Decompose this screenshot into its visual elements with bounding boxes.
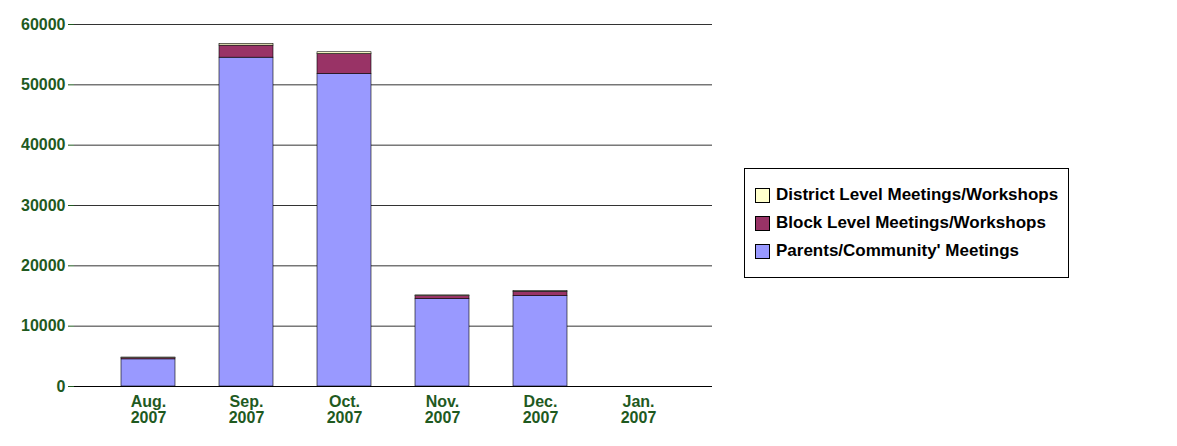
svg-text:30000: 30000 xyxy=(21,197,66,214)
html-text:Parents/Community' Meetings: Parents/Community' Meetings xyxy=(776,241,1019,260)
html-text:District Level Meetings/Worksh: District Level Meetings/Workshops xyxy=(776,185,1059,204)
svg-text:Aug.2007: Aug.2007 xyxy=(131,393,167,426)
svg-text:Nov.2007: Nov.2007 xyxy=(425,393,461,426)
svg-text:Jan.2007: Jan.2007 xyxy=(621,393,657,426)
svg-text:Sep.2007: Sep.2007 xyxy=(229,393,265,426)
svg-text:40000: 40000 xyxy=(21,136,66,153)
svg-text:50000: 50000 xyxy=(21,76,66,93)
svg-text:0: 0 xyxy=(57,378,66,395)
svg-text:Dec.2007: Dec.2007 xyxy=(523,393,559,426)
svg-text:Oct.2007: Oct.2007 xyxy=(327,393,363,426)
svg-text:10000: 10000 xyxy=(21,317,66,334)
svg-text:60000: 60000 xyxy=(21,16,66,33)
svg-text:20000: 20000 xyxy=(21,257,66,274)
html-text:Block Level Meetings/Workshops: Block Level Meetings/Workshops xyxy=(776,213,1046,232)
